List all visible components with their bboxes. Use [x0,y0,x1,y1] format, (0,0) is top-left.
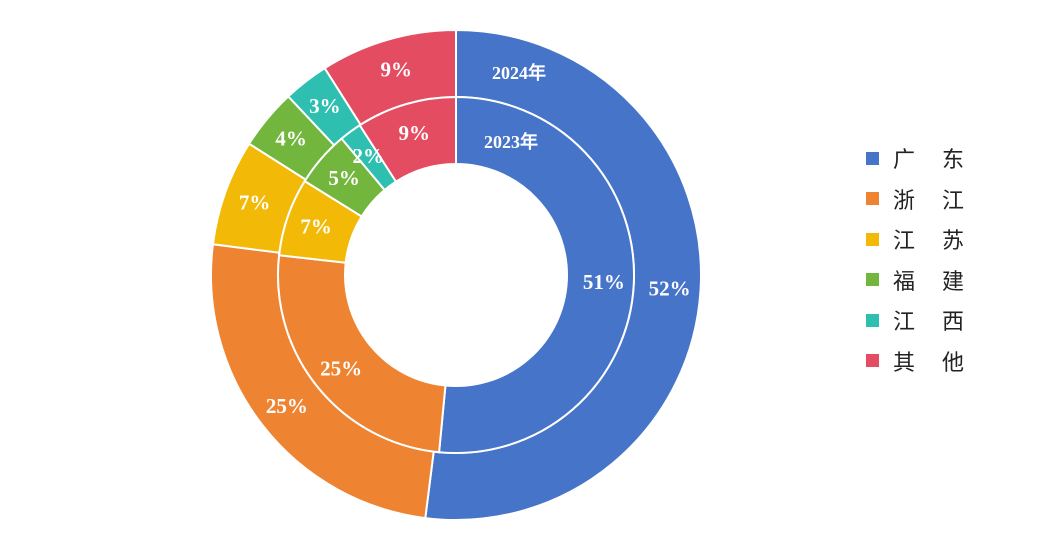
legend-item-guangdong: 广 东 [866,138,1026,179]
inner-slice-guangdong [437,95,635,454]
outer-slice-label-zhejiang: 25% [266,394,308,418]
legend-label: 其 他 [893,350,974,376]
legend-swatch [866,354,879,368]
legend-item-jiangsu: 江 苏 [866,219,1026,260]
legend-item-jiangxi: 江 西 [866,300,1026,341]
legend-swatch [866,232,879,246]
outer-slice-label-other: 9% [381,57,413,81]
inner-slice-label-jiangsu: 7% [300,215,332,239]
inner-slice-label-other: 9% [399,121,431,145]
inner-slice-label-guangdong: 51% [583,270,625,294]
legend-label: 广 东 [893,148,974,174]
legend-label: 福 建 [893,269,974,295]
outer-ring-title: 2024年 [492,62,546,83]
legend-swatch [866,192,879,206]
legend-item-fujian: 福 建 [866,260,1026,301]
inner-slice-label-jiangxi: 2% [352,144,384,168]
legend-label: 江 西 [893,310,974,336]
inner-ring-title: 2023年 [484,131,538,152]
outer-slice-label-guangdong: 52% [649,276,691,300]
legend-item-other: 其 他 [866,341,1026,382]
inner-slice-label-fujian: 5% [328,166,360,190]
legend-swatch [866,151,879,165]
legend-label: 江 苏 [893,229,974,255]
slice-labels: 51% 25% 7% 5%2% 9% 52% 25% 7% 4%3% 9% [239,57,691,418]
outer-ring-2024 [210,28,702,521]
inner-slice-zhejiang [277,254,447,454]
legend-swatch [866,273,879,287]
outer-slice-label-jiangxi: 3% [309,94,341,118]
outer-slice-label-jiangsu: 7% [239,191,271,215]
inner-slice-label-zhejiang: 25% [320,356,362,380]
legend-swatch [866,313,879,327]
inner-ring-2023 [277,95,635,454]
legend-item-zhejiang: 浙 江 [866,179,1026,220]
inner-slice-other [358,95,457,184]
legend-label: 浙 江 [893,188,974,214]
chart-legend: 广 东 浙 江 江 苏 福 建 江 西 其 他 [866,138,1026,381]
outer-slice-label-fujian: 4% [275,127,307,151]
